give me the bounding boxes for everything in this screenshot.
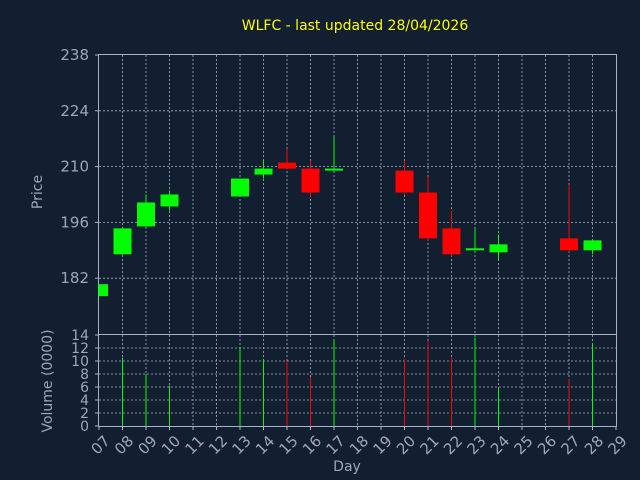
volume-tick-label: 2 (80, 406, 89, 422)
x-axis-label: Day (333, 459, 361, 475)
price-axis-ticks: 182 196 210 224 238 (60, 46, 99, 287)
candle-body (301, 168, 320, 193)
price-tick-label: 210 (60, 158, 89, 176)
candle-body (325, 168, 343, 171)
x-tick-label: 14 (252, 432, 278, 458)
x-tick-label: 09 (135, 432, 161, 458)
price-grid (99, 55, 616, 334)
x-tick-label: 21 (417, 432, 443, 458)
x-tick-label: 27 (558, 432, 584, 458)
x-tick-label: 24 (487, 432, 513, 458)
volume-tick-label: 10 (71, 354, 89, 370)
volume-bars (122, 337, 593, 426)
x-tick-label: 16 (299, 432, 325, 458)
x-tick-label: 20 (393, 432, 419, 458)
x-tick-label: 28 (581, 432, 607, 458)
candle-body (489, 244, 508, 253)
x-tick-label: 25 (511, 432, 537, 458)
volume-tick-label: 0 (80, 419, 89, 435)
candle-body (560, 238, 578, 251)
volume-grid (99, 335, 616, 426)
x-tick-label: 19 (370, 432, 396, 458)
x-tick-label: 17 (323, 432, 349, 458)
x-tick-label: 29 (605, 432, 631, 458)
x-tick-label: 23 (464, 432, 490, 458)
x-tick-label: 18 (346, 432, 372, 458)
volume-tick-label: 6 (80, 380, 89, 396)
candle-body (160, 194, 179, 207)
price-panel: 182 196 210 224 238 Price (30, 46, 617, 335)
price-tick-label: 224 (60, 102, 89, 120)
volume-tick-label: 4 (80, 393, 89, 409)
x-tick-label: 11 (182, 432, 208, 458)
candle-body (395, 170, 414, 193)
chart-title: WLFC - last updated 28/04/2026 (242, 18, 469, 34)
volume-axis-label: Volume (0000) (40, 329, 56, 432)
x-tick-label: 22 (440, 432, 466, 458)
price-tick-label: 182 (60, 269, 89, 287)
candle-body (419, 192, 437, 239)
price-tick-label: 238 (60, 46, 89, 64)
candle-body (466, 248, 484, 251)
x-tick-label: 15 (276, 432, 302, 458)
volume-tick-label: 14 (71, 328, 89, 344)
x-tick-label: 13 (229, 432, 255, 458)
volume-tick-label: 8 (80, 367, 89, 383)
x-tick-label: 26 (534, 432, 560, 458)
x-axis-ticks: 0708091011121314151617181920212223242526… (88, 426, 631, 458)
x-tick-label: 07 (88, 432, 114, 458)
price-tick-label: 196 (60, 213, 89, 231)
candle-body (278, 162, 296, 169)
candle-body (442, 228, 461, 255)
x-tick-label: 10 (158, 432, 184, 458)
price-axis-label: Price (30, 175, 46, 209)
candle-body (583, 240, 602, 251)
candle-body (254, 168, 273, 175)
candle-body (113, 228, 132, 255)
volume-tick-label: 12 (71, 341, 89, 357)
x-tick-label: 12 (205, 432, 231, 458)
x-tick-label: 08 (111, 432, 137, 458)
candles (98, 136, 602, 297)
candle-body (231, 178, 249, 197)
candle-body (137, 202, 155, 227)
candle-body (99, 284, 108, 297)
